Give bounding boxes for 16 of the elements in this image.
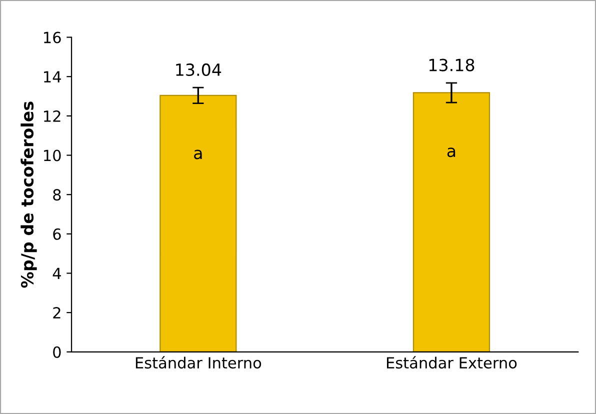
x-tick-label: Estándar Externo (386, 356, 517, 369)
y-axis-title: %p/p de tocoferoles (20, 102, 37, 288)
data-label: 13.04 (176, 63, 222, 76)
y-tick-label: 12 (44, 110, 60, 122)
x-tick-label: Estándar Interno (136, 356, 262, 369)
y-tick-label: 4 (52, 268, 61, 280)
data-label: 13.18 (429, 58, 474, 72)
y-tick-label: 14 (44, 71, 61, 82)
y-tick-label: 6 (53, 228, 61, 240)
annotation: a (194, 150, 202, 160)
y-tick-label: 2 (53, 307, 60, 318)
y-tick-label: 10 (44, 150, 61, 162)
y-tick-label: 0 (53, 346, 61, 358)
y-tick-label: 8 (53, 189, 61, 201)
annotation: a (447, 148, 456, 158)
y-tick-label: 16 (44, 32, 61, 44)
